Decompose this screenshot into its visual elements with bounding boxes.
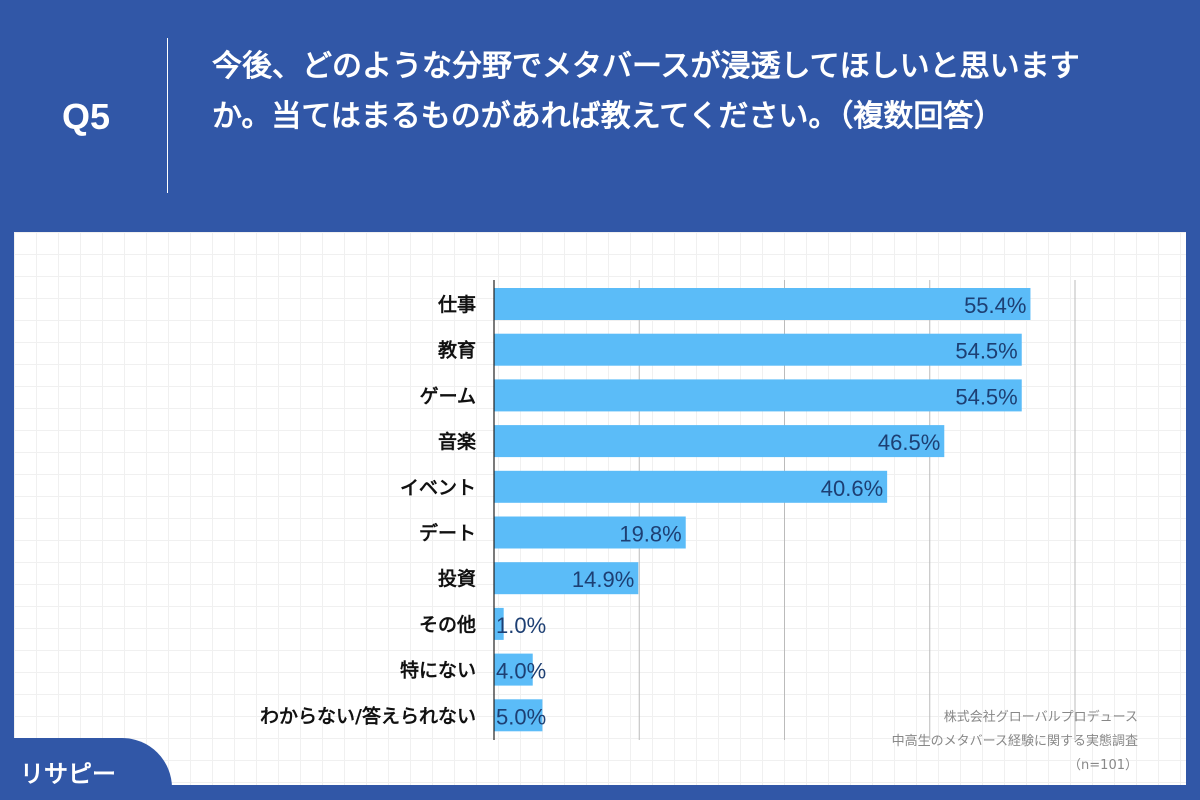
question-text: 今後、どのような分野でメタバースが浸透してほしいと思いますか。当てはまるものがあ… [212, 49, 1080, 134]
data-label: 19.8% [619, 522, 681, 547]
data-label: 1.0% [496, 613, 546, 638]
logo: リサピー [0, 738, 172, 800]
bar [494, 562, 639, 595]
data-label: 5.0% [496, 704, 546, 729]
data-label: 54.5% [955, 339, 1017, 364]
category-label: イベント [400, 477, 476, 499]
bar [494, 516, 686, 549]
source-survey: 中高生のメタバース経験に関する実態調査 [891, 734, 1138, 749]
source-company: 株式会社グローバルプロデュース [943, 710, 1138, 725]
logo-text: リサピー [20, 760, 116, 788]
data-label: 54.5% [955, 384, 1017, 409]
category-label: デート [419, 522, 476, 545]
category-label: わからない/答えられない [260, 704, 476, 727]
data-label: 4.0% [496, 659, 546, 684]
source-note: 株式会社グローバルプロデュース 中高生のメタバース経験に関する実態調査 （n=1… [892, 706, 1138, 778]
category-label: 教育 [438, 339, 476, 362]
data-label: 46.5% [878, 430, 940, 455]
question-number: Q5 [62, 96, 111, 137]
category-label: 音楽 [438, 430, 477, 453]
category-label: 投資 [438, 567, 476, 590]
bar [494, 470, 888, 503]
category-label: ゲーム [420, 385, 476, 407]
bar [494, 653, 533, 686]
bar-chart: 仕事 55.4% 教育 54.5% ゲーム 54.5% 音楽 46.5% イベント 40.6% デー… [260, 280, 1076, 740]
data-label: 40.6% [821, 476, 883, 501]
divider [167, 38, 168, 193]
bar [494, 699, 543, 732]
bar [494, 379, 1022, 412]
bar [494, 288, 1031, 320]
bar [494, 607, 504, 640]
data-label: 55.4% [964, 293, 1026, 318]
category-label: その他 [419, 613, 476, 636]
data-label: 14.9% [572, 567, 634, 592]
category-label: 仕事 [437, 293, 476, 316]
bar [494, 425, 945, 458]
category-label: 特にない [400, 660, 476, 682]
bar [494, 333, 1022, 366]
source-sample: （n=101） [1068, 758, 1138, 773]
chart-panel: 仕事 55.4% 教育 54.5% ゲーム 54.5% 音楽 46.5% イベント 40.6% デー… [14, 232, 1186, 785]
